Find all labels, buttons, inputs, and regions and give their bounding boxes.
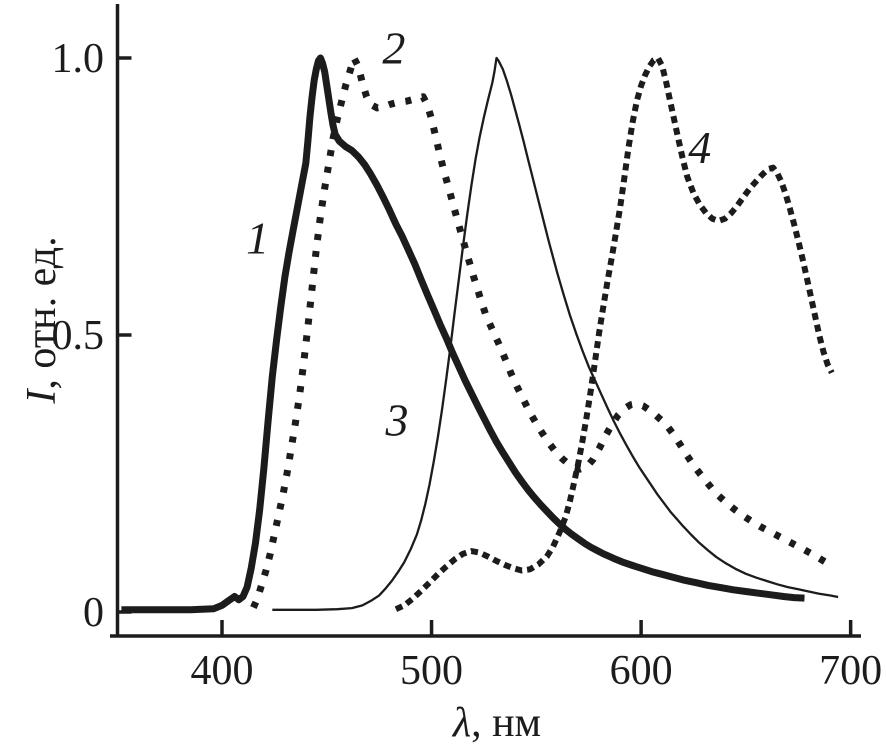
y-tick-label-1.0: 1.0 bbox=[52, 36, 105, 82]
y-tick-label-0: 0 bbox=[83, 590, 104, 636]
curve-label-3: 3 bbox=[384, 394, 408, 445]
x-tick-label-700: 700 bbox=[819, 648, 882, 694]
y-axis-title: I, отн. ед. bbox=[18, 236, 66, 403]
x-axis-units: , нм bbox=[471, 700, 542, 746]
curve-1 bbox=[121, 54, 805, 614]
x-axis-title: λ, нм bbox=[453, 699, 541, 747]
y-axis-units: , отн. ед. bbox=[19, 236, 65, 390]
x-axis-symbol: λ bbox=[452, 700, 472, 746]
y-tick-label-0.5: 0.5 bbox=[52, 313, 105, 359]
x-tick-label-600: 600 bbox=[610, 648, 673, 694]
curve-4 bbox=[394, 55, 835, 612]
curve-2 bbox=[250, 54, 828, 610]
curve-label-4: 4 bbox=[688, 122, 711, 173]
curve-label-2: 2 bbox=[382, 23, 405, 74]
x-tick-label-500: 500 bbox=[400, 648, 463, 694]
curve-3 bbox=[272, 56, 839, 611]
curve-label-1: 1 bbox=[246, 213, 269, 264]
x-tick-label-400: 400 bbox=[191, 648, 254, 694]
y-axis-symbol: I bbox=[19, 389, 65, 404]
